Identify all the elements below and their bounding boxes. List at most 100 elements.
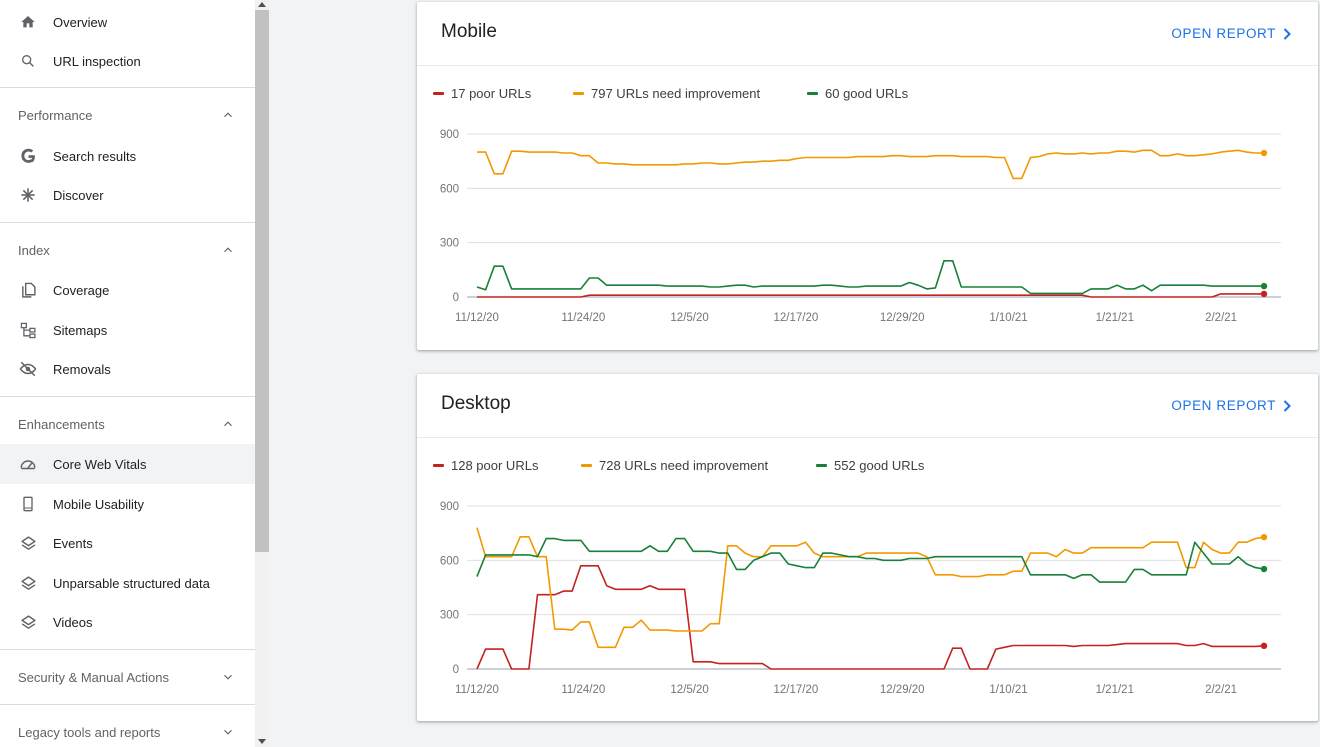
x-tick-label: 11/12/20	[455, 684, 499, 696]
section-label: Index	[18, 243, 50, 258]
section-legacy-tools[interactable]: Legacy tools and reports	[0, 713, 255, 747]
x-tick-label: 2/2/21	[1205, 684, 1237, 696]
divider	[0, 704, 255, 705]
section-performance[interactable]: Performance	[0, 96, 255, 136]
series-endpoint-1	[1260, 533, 1268, 541]
legend-item-poor[interactable]: 128 poor URLs	[433, 458, 538, 473]
divider	[0, 87, 255, 88]
x-tick-label: 1/10/21	[989, 684, 1027, 696]
legend-item-good[interactable]: 552 good URLs	[816, 458, 924, 473]
x-tick-label: 1/21/21	[1096, 312, 1134, 324]
legend-label: 60 good URLs	[825, 86, 909, 101]
scroll-up-arrow-icon[interactable]	[258, 2, 266, 7]
divider	[417, 437, 1318, 438]
x-tick-label: 12/17/20	[774, 312, 819, 324]
x-tick-label: 12/5/20	[670, 684, 708, 696]
desktop-report-card: Desktop OPEN REPORT 128 poor URLs 728 UR…	[417, 374, 1318, 721]
x-tick-label: 1/21/21	[1096, 684, 1134, 696]
x-tick-label: 1/10/21	[989, 312, 1027, 324]
mobile-report-card: Mobile OPEN REPORT 17 poor URLs 797 URLs…	[417, 2, 1318, 350]
eye-off-icon	[18, 359, 38, 379]
x-tick-label: 2/2/21	[1205, 312, 1237, 324]
layers-icon	[18, 612, 38, 632]
sidebar-item-discover[interactable]: Discover	[0, 175, 255, 215]
sidebar-item-label: Removals	[53, 361, 111, 377]
section-enhancements[interactable]: Enhancements	[0, 405, 255, 445]
sidebar-item-core-web-vitals[interactable]: Core Web Vitals	[0, 444, 255, 484]
scrollbar-thumb[interactable]	[255, 10, 269, 552]
sidebar-item-label: Core Web Vitals	[53, 456, 147, 472]
section-security-manual-actions[interactable]: Security & Manual Actions	[0, 658, 255, 698]
y-tick-label: 300	[440, 610, 459, 622]
legend-swatch	[573, 92, 584, 95]
sidebar-item-label: Mobile Usability	[53, 496, 145, 512]
sidebar-item-url-inspection[interactable]: URL inspection	[0, 41, 255, 81]
sidebar-item-overview[interactable]: Overview	[0, 2, 255, 42]
open-report-label: OPEN REPORT	[1171, 26, 1276, 41]
series-endpoint-2	[1260, 565, 1268, 573]
series-endpoint-0	[1260, 290, 1268, 298]
y-tick-label: 900	[440, 129, 459, 141]
open-report-link[interactable]: OPEN REPORT	[1171, 398, 1292, 413]
legend-item-good[interactable]: 60 good URLs	[807, 86, 908, 101]
y-tick-label: 0	[453, 292, 459, 304]
series-endpoint-0	[1260, 642, 1268, 650]
series-line-0	[476, 565, 1265, 670]
y-tick-label: 600	[440, 555, 459, 567]
open-report-label: OPEN REPORT	[1171, 398, 1276, 413]
x-tick-label: 12/29/20	[880, 684, 925, 696]
legend-swatch	[433, 92, 444, 95]
divider	[0, 222, 255, 223]
legend-item-needs-improvement[interactable]: 728 URLs need improvement	[581, 458, 768, 473]
sidebar-item-label: Coverage	[53, 282, 110, 298]
sidebar-item-label: Search results	[53, 148, 137, 164]
legend-label: 552 good URLs	[834, 458, 925, 473]
google-g-icon	[18, 146, 38, 166]
sidebar-item-label: Sitemaps	[53, 322, 108, 338]
chevron-up-icon	[224, 421, 232, 427]
legend-item-poor[interactable]: 17 poor URLs	[433, 86, 531, 101]
section-label: Performance	[18, 108, 93, 123]
sidebar-item-label: Events	[53, 535, 93, 551]
x-tick-label: 11/12/20	[455, 312, 499, 324]
chevron-down-icon	[224, 729, 232, 735]
home-icon	[18, 12, 38, 32]
gauge-icon	[18, 454, 38, 474]
legend-swatch	[816, 464, 827, 467]
series-line-2	[476, 259, 1264, 295]
sidebar-item-videos[interactable]: Videos	[0, 602, 255, 642]
sidebar-item-label: URL inspection	[53, 53, 141, 69]
series-line-1	[476, 527, 1265, 649]
legend-label: 128 poor URLs	[451, 458, 539, 473]
sidebar-item-search-results[interactable]: Search results	[0, 136, 255, 176]
legend-item-needs-improvement[interactable]: 797 URLs need improvement	[573, 86, 760, 101]
section-label: Security & Manual Actions	[18, 670, 170, 685]
y-tick-label: 600	[440, 183, 459, 195]
x-tick-label: 12/17/20	[774, 684, 819, 696]
chevron-up-icon	[224, 112, 232, 118]
chevron-up-icon	[224, 247, 232, 253]
scroll-down-arrow-icon[interactable]	[258, 739, 266, 744]
legend-label: 17 poor URLs	[451, 86, 532, 101]
sidebar-item-coverage[interactable]: Coverage	[0, 270, 255, 310]
legend-swatch	[433, 464, 444, 467]
sidebar-item-events[interactable]: Events	[0, 523, 255, 563]
sidebar-item-removals[interactable]: Removals	[0, 349, 255, 389]
chevron-right-icon	[1283, 399, 1291, 412]
y-tick-label: 900	[440, 501, 459, 513]
series-endpoint-2	[1260, 282, 1268, 290]
sidebar-item-mobile-usability[interactable]: Mobile Usability	[0, 484, 255, 524]
section-label: Enhancements	[18, 417, 105, 432]
sidebar-scrollbar[interactable]	[255, 0, 269, 747]
sidebar-item-sitemaps[interactable]: Sitemaps	[0, 310, 255, 350]
legend-label: 797 URLs need improvement	[591, 86, 761, 101]
y-tick-label: 300	[440, 238, 459, 250]
series-line-2	[476, 537, 1265, 583]
series-line-0	[477, 293, 1264, 298]
section-index[interactable]: Index	[0, 231, 255, 271]
y-tick-label: 0	[453, 664, 459, 676]
sidebar-item-unparsable-structured-data[interactable]: Unparsable structured data	[0, 563, 255, 603]
sidebar-nav: Overview URL inspection Performance Sear…	[0, 0, 255, 747]
open-report-link[interactable]: OPEN REPORT	[1171, 26, 1292, 41]
sitemap-icon	[18, 320, 38, 340]
